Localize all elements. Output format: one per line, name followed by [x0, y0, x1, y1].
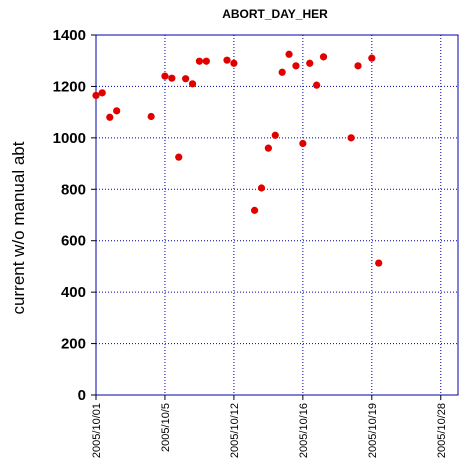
data-point-0: [92, 91, 100, 100]
data-point-18: [278, 68, 286, 76]
data-point-1: [98, 89, 106, 97]
x-tick-labels: 2005/10/01 2005/10/5 2005/10/12 2005/10/16 2…: [91, 403, 448, 458]
data-point-5: [161, 72, 169, 80]
data-point-14: [250, 206, 259, 214]
y-tick-label-0: 0: [78, 387, 86, 404]
x-tick-label-0: 2005/10/01: [91, 403, 103, 458]
data-point-13: [230, 59, 238, 67]
y-tick-label-3: 600: [61, 233, 86, 250]
chart-title: ABORT_DAY_HER: [222, 7, 328, 21]
data-point-27: [368, 54, 376, 62]
gridlines: [96, 35, 458, 395]
data-point-4: [147, 112, 155, 121]
y-axis-label: current w/o manual abt: [9, 141, 28, 314]
data-point-26: [354, 62, 362, 70]
x-tick-label-1: 2005/10/5: [160, 403, 172, 452]
data-point-25: [347, 134, 355, 142]
y-tick-label-4: 800: [61, 181, 86, 198]
data-point-3: [113, 107, 121, 115]
data-point-6: [168, 74, 176, 82]
y-tick-label-6: 1200: [53, 78, 86, 95]
y-tick-labels: 0 200 400 600 800 1000 1200 1400: [53, 27, 86, 404]
data-point-16: [264, 144, 272, 152]
data-point-19: [285, 50, 293, 58]
plot-frame: [95, 34, 459, 396]
data-point-11: [202, 57, 210, 65]
data-point-28: [375, 259, 383, 267]
data-points: [92, 50, 383, 267]
data-point-8: [182, 75, 190, 83]
data-point-20: [292, 62, 300, 70]
data-point-24: [319, 53, 328, 61]
data-point-23: [313, 81, 321, 89]
y-tick-label-5: 1000: [53, 130, 86, 147]
data-point-21: [299, 139, 307, 148]
x-tick-label-5: 2005/10/28: [436, 403, 448, 458]
x-tick-label-3: 2005/10/16: [298, 403, 310, 458]
data-point-7: [175, 153, 183, 161]
y-tick-label-7: 1400: [53, 27, 86, 44]
x-tick-label-4: 2005/10/19: [367, 403, 379, 458]
data-point-2: [106, 113, 114, 121]
data-point-17: [271, 131, 279, 139]
data-point-12: [223, 56, 231, 64]
y-tick-label-1: 200: [61, 336, 86, 353]
x-tick-label-2: 2005/10/12: [229, 403, 241, 458]
data-point-9: [188, 80, 197, 88]
axis-ticks: [91, 34, 442, 400]
data-point-10: [195, 57, 204, 65]
data-point-15: [257, 184, 266, 192]
y-tick-label-2: 400: [61, 284, 86, 301]
data-point-22: [306, 59, 314, 67]
